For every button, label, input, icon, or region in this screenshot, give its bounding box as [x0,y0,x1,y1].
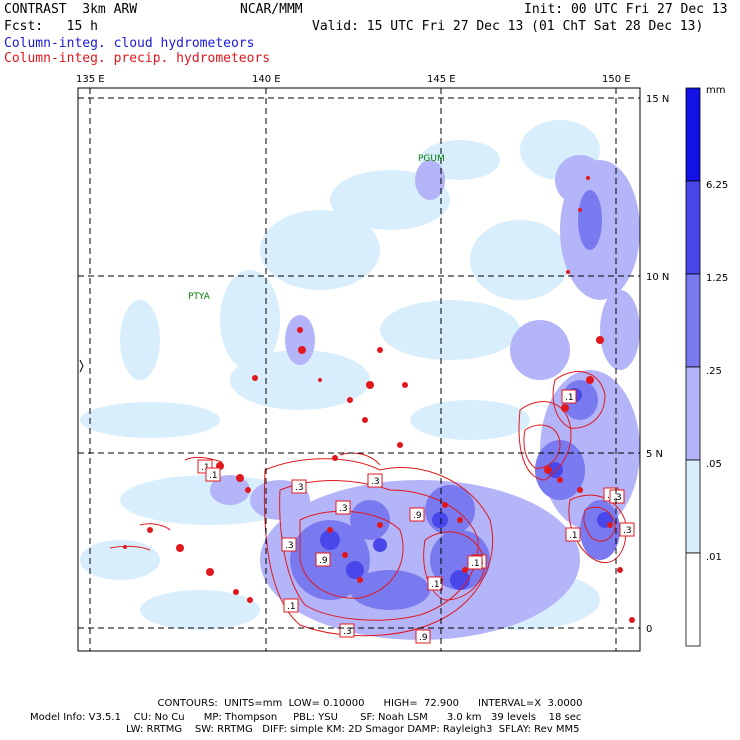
contour-label-box [281,537,297,552]
contour-label-box [427,576,443,591]
init-time: Init: 00 UTC Fri 27 Dec 13 [524,2,728,17]
contour-label-group: .1.1.1.3.3.3.3.9.9.1.3.9.1.9.1.3.3.3.1 [197,389,635,644]
contour-label-box [205,467,221,482]
lat-label-10n: 10 N [646,272,669,283]
station-ptya: PTYA [188,292,211,302]
map-border [77,87,641,652]
contour-label-box [283,598,299,613]
contour-label: .1 [431,580,440,590]
contour-label-box [335,500,351,515]
org-label: NCAR/MMM [240,2,303,17]
contour-label: .9 [413,511,422,521]
lat-label-0: 0 [646,624,652,635]
contour-label-box [561,389,577,404]
contour-label-box [339,623,355,638]
lon-label-150: 150 E [602,74,631,85]
hydrometeor-shading [80,120,640,640]
contour-label: .3 [613,493,622,503]
colorbar-swatch [685,273,701,368]
contour-info: CONTOURS: UNITS=mm LOW= 0.10000 HIGH= 72… [157,698,583,709]
lon-label-145: 145 E [427,74,456,85]
contour-label-box [415,629,431,644]
lon-label-135: 135 E [76,74,105,85]
colorbar-level-0-01: .01 [706,552,722,563]
colorbar [685,87,701,647]
contour-label-box [467,555,483,570]
contour-label: .1 [201,463,210,473]
contour-label: .1 [287,602,296,612]
model-info-line1: Model Info: V3.5.1 CU: No Cu MP: Thompso… [30,712,582,723]
lat-label-15n: 15 N [646,94,669,105]
contour-label: .1 [471,559,480,569]
contour-label: .3 [623,526,632,536]
field-precip-label: Column-integ. precip. hydrometeors [4,51,271,66]
model-title: CONTRAST 3km ARW [4,2,138,17]
contour-label: .1 [569,531,578,541]
contour-label: .3 [343,627,352,637]
contour-label: .1 [565,393,574,403]
colorbar-level-0-05: .05 [706,459,722,470]
colorbar-swatch [685,552,701,647]
colorbar-level-6-25: 6.25 [706,180,728,191]
valid-time: Valid: 15 UTC Fri 27 Dec 13 (01 ChT Sat … [312,19,704,34]
lon-label-140: 140 E [252,74,281,85]
contour-label-box [409,507,425,522]
forecast-hour: Fcst: 15 h [4,19,98,34]
contour-label: .9 [319,556,328,566]
contour-label: .3 [285,541,294,551]
model-info-line2: LW: RRTMG SW: RRTMG DIFF: simple KM: 2D … [126,724,580,735]
contour-label-box [291,479,307,494]
colorbar-unit: mm [706,85,725,96]
contour-label: .9 [419,633,428,643]
island-outline [79,359,84,373]
contour-label: .1 [209,471,218,481]
contour-label-box [315,552,331,567]
lat-label-5n: 5 N [646,449,663,460]
contour-label-box [609,489,625,504]
contour-label: .3 [295,483,304,493]
colorbar-level-1-25: 1.25 [706,273,728,284]
station-pgum: PGUM [418,154,445,164]
colorbar-swatch [685,87,701,182]
lat-lon-grid [78,88,640,651]
contour-label-box [367,473,383,488]
contour-label-box [619,522,635,537]
colorbar-swatch [685,459,701,554]
contour-label: .3 [371,477,380,487]
colorbar-swatch [685,366,701,461]
contour-label: .3 [339,504,348,514]
field-cloud-label: Column-integ. cloud hydrometeors [4,36,255,51]
colorbar-level-0-25: .25 [706,366,722,377]
colorbar-swatch [685,180,701,275]
contour-label-box [565,527,581,542]
